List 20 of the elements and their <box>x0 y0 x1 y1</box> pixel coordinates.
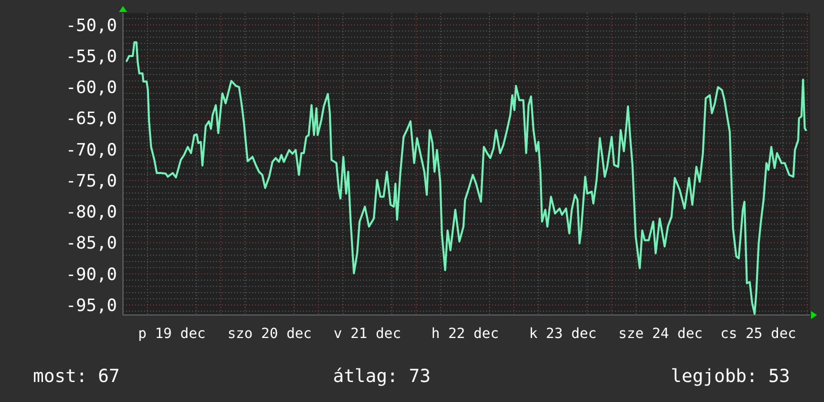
y-tick-label: -50,0 <box>66 16 117 36</box>
x-tick-label: sze 24 dec <box>618 326 703 342</box>
x-tick-label: szo 20 dec <box>227 326 312 342</box>
x-tick-label: h 22 dec <box>431 326 499 342</box>
text: legjobb: 53 <box>670 366 790 387</box>
y-tick-label: -95,0 <box>66 296 117 316</box>
y-tick-label: -55,0 <box>66 46 117 67</box>
x-tick-label: p 19 dec <box>138 326 206 342</box>
y-tick-label: -75,0 <box>66 171 117 192</box>
y-tick-label: -80,0 <box>66 202 117 223</box>
y-tick-label: -65,0 <box>66 109 117 130</box>
text: most: 67 <box>33 366 120 387</box>
y-tick-label: -90,0 <box>66 264 117 285</box>
y-tick-label: -70,0 <box>66 140 117 160</box>
x-tick-label: cs 25 dec <box>720 326 796 342</box>
x-tick-label: k 23 dec <box>529 326 597 342</box>
text: átlag: 73 <box>333 366 431 387</box>
y-tick-label: -60,0 <box>66 78 117 98</box>
y-tick-label: -85,0 <box>66 234 117 254</box>
x-tick-label: v 21 dec <box>334 326 402 342</box>
